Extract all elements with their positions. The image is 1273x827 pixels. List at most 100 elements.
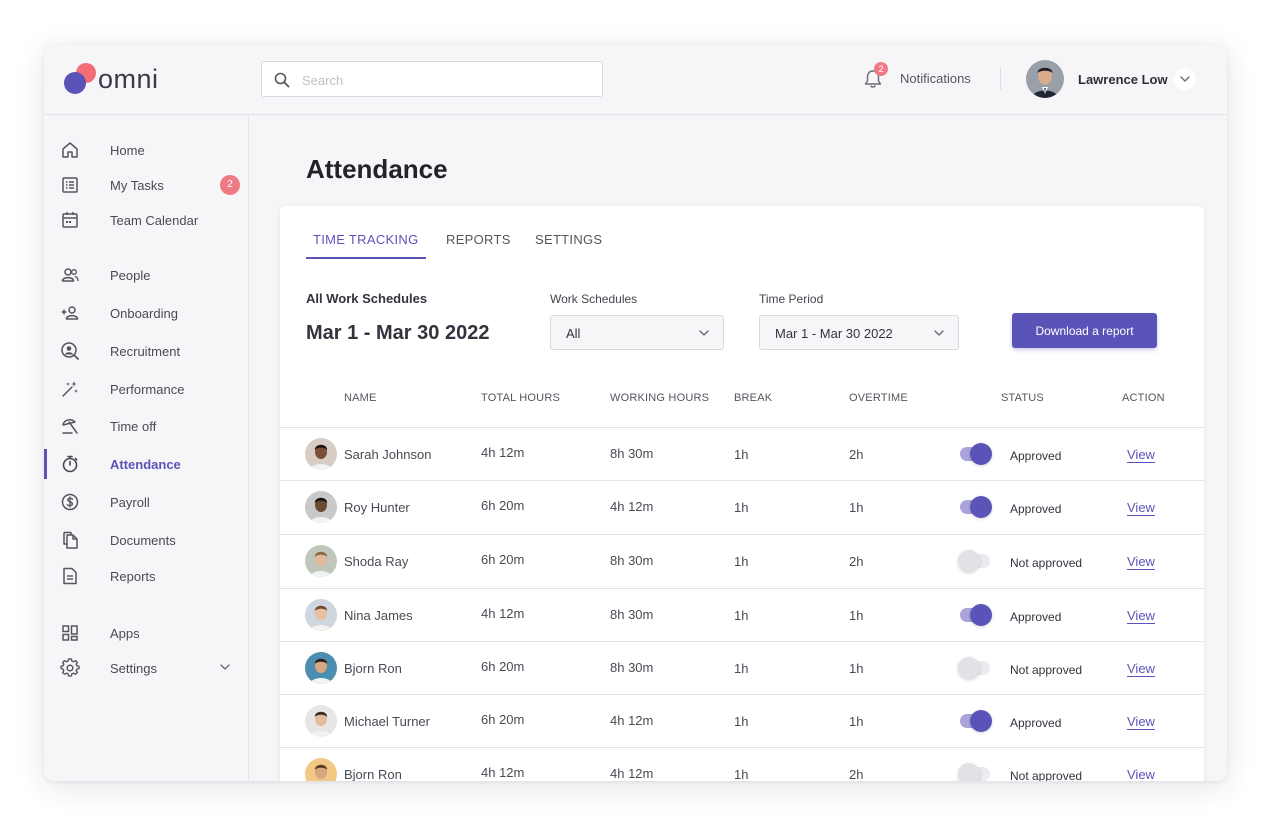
search-input[interactable] [302, 69, 592, 91]
sidebar-item-team-calendar[interactable]: Team Calendar [44, 205, 248, 235]
header-divider [1000, 68, 1001, 90]
time-period-select[interactable]: Mar 1 - Mar 30 2022 [759, 315, 959, 350]
sidebar-item-apps[interactable]: Apps [44, 618, 248, 648]
status-text: Approved [1010, 610, 1062, 624]
user-name[interactable]: Lawrence Low [1078, 72, 1168, 87]
sidebar-item-onboarding[interactable]: Onboarding [44, 298, 248, 328]
overtime-cell: 2h [849, 767, 864, 781]
column-header-overtime[interactable]: OVERTIME [849, 392, 908, 404]
total-hours-cell: 6h 20m [481, 659, 525, 674]
sidebar-item-label: Reports [110, 569, 156, 584]
view-link[interactable]: View [1127, 447, 1155, 462]
sidebar-item-documents[interactable]: Documents [44, 525, 248, 555]
sidebar-item-performance[interactable]: Performance [44, 374, 248, 404]
app-window: omni 2 Notifications [44, 44, 1227, 781]
sidebar-item-recruitment[interactable]: Recruitment [44, 336, 248, 366]
sidebar-item-my-tasks[interactable]: My Tasks 2 [44, 170, 248, 200]
column-header-status[interactable]: STATUS [1001, 392, 1044, 404]
view-link[interactable]: View [1127, 767, 1155, 781]
user-avatar[interactable] [1026, 60, 1064, 98]
employee-avatar [305, 491, 337, 523]
report-icon [63, 567, 77, 585]
sidebar-item-attendance[interactable]: Attendance [44, 449, 248, 479]
documents-icon [63, 531, 78, 549]
status-text: Approved [1010, 449, 1062, 463]
work-schedules-select[interactable]: All [550, 315, 724, 350]
tasks-icon [62, 177, 78, 193]
column-header-working-hours[interactable]: WORKING HOURS [610, 392, 710, 404]
sidebar-item-label: Recruitment [110, 344, 181, 359]
working-hours-cell: 8h 30m [610, 553, 654, 568]
view-link[interactable]: View [1127, 714, 1155, 729]
overtime-cell: 1h [849, 714, 864, 729]
sidebar-item-time-off[interactable]: Time off [44, 411, 248, 441]
employee-name: Roy Hunter [344, 500, 410, 515]
chevron-down-icon [1180, 76, 1190, 82]
sidebar-item-reports[interactable]: Reports [44, 561, 248, 591]
attendance-card: TIME TRACKING REPORTS SETTINGS All Work … [280, 206, 1204, 781]
break-cell: 1h [734, 661, 749, 676]
notifications-button[interactable]: 2 Notifications [862, 62, 982, 94]
approval-toggle[interactable] [958, 496, 992, 518]
sparkle-wand-icon [62, 381, 78, 397]
view-link[interactable]: View [1127, 500, 1155, 515]
sidebar-item-label: Time off [110, 419, 157, 434]
approval-toggle[interactable] [958, 604, 992, 626]
total-hours-cell: 4h 12m [481, 765, 525, 780]
overtime-cell: 2h [849, 554, 864, 569]
sidebar-item-home[interactable]: Home [44, 135, 248, 165]
status-text: Not approved [1010, 769, 1083, 781]
working-hours-cell: 4h 12m [610, 766, 654, 781]
search-icon [274, 72, 290, 88]
column-header-name[interactable]: NAME [344, 392, 377, 404]
sidebar-item-label: Apps [110, 626, 140, 641]
sidebar-item-label: My Tasks [110, 178, 164, 193]
employee-name: Michael Turner [344, 714, 430, 729]
column-header-total-hours[interactable]: TOTAL HOURS [481, 392, 561, 404]
sidebar: Home My Tasks 2 Team Calendar [44, 115, 249, 781]
total-hours-cell: 4h 12m [481, 606, 525, 621]
break-cell: 1h [734, 447, 749, 462]
sidebar-item-people[interactable]: People [44, 260, 248, 290]
apps-grid-icon [62, 625, 78, 641]
download-report-button[interactable]: Download a report [1012, 313, 1157, 348]
employee-avatar [305, 705, 337, 737]
overtime-cell: 1h [849, 608, 864, 623]
table-row: Nina James 4h 12m 8h 30m 1h 1h Approved … [280, 588, 1204, 642]
tasks-count-badge: 2 [220, 175, 240, 195]
sidebar-item-label: Team Calendar [110, 213, 199, 228]
employee-avatar [305, 438, 337, 470]
sidebar-item-label: Attendance [110, 457, 181, 472]
omni-logo[interactable]: omni [64, 62, 174, 98]
view-link[interactable]: View [1127, 661, 1155, 676]
notifications-label: Notifications [900, 71, 971, 86]
total-hours-cell: 6h 20m [481, 552, 525, 567]
toggle-knob [958, 550, 980, 572]
tab-time-tracking[interactable]: TIME TRACKING [306, 232, 426, 259]
add-user-icon [61, 306, 79, 320]
sidebar-item-payroll[interactable]: Payroll [44, 487, 248, 517]
logo-mark-purple [64, 72, 86, 94]
view-link[interactable]: View [1127, 608, 1155, 623]
toggle-knob [958, 657, 980, 679]
table-row: Shoda Ray 6h 20m 8h 30m 1h 2h Not approv… [280, 534, 1204, 588]
tab-reports[interactable]: REPORTS [446, 232, 511, 247]
tab-settings[interactable]: SETTINGS [535, 232, 603, 247]
approval-toggle[interactable] [958, 443, 992, 465]
search-box[interactable] [261, 61, 603, 97]
user-menu-button[interactable] [1174, 68, 1196, 90]
sidebar-item-settings[interactable]: Settings [44, 653, 248, 683]
column-header-break[interactable]: BREAK [734, 392, 773, 404]
approval-toggle[interactable] [958, 710, 992, 732]
date-range-display: Mar 1 - Mar 30 2022 [306, 322, 490, 344]
calendar-icon [62, 212, 78, 228]
approval-toggle[interactable] [958, 657, 992, 679]
dollar-icon [61, 493, 79, 511]
employee-avatar [305, 652, 337, 684]
view-link[interactable]: View [1127, 554, 1155, 569]
table-row: Bjorn Ron 4h 12m 4h 12m 1h 2h Not approv… [280, 747, 1204, 781]
time-period-label: Time Period [759, 292, 824, 306]
approval-toggle[interactable] [958, 550, 992, 572]
approval-toggle[interactable] [958, 763, 992, 781]
top-bar: omni 2 Notifications [44, 44, 1227, 115]
